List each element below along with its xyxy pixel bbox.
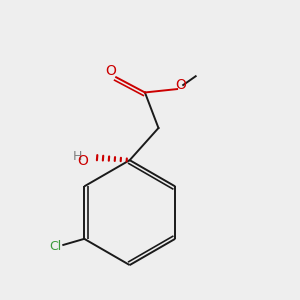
Text: O: O [77, 154, 88, 168]
Text: O: O [176, 78, 187, 92]
Text: H: H [73, 150, 82, 163]
Text: O: O [106, 64, 116, 78]
Text: Cl: Cl [49, 240, 62, 253]
